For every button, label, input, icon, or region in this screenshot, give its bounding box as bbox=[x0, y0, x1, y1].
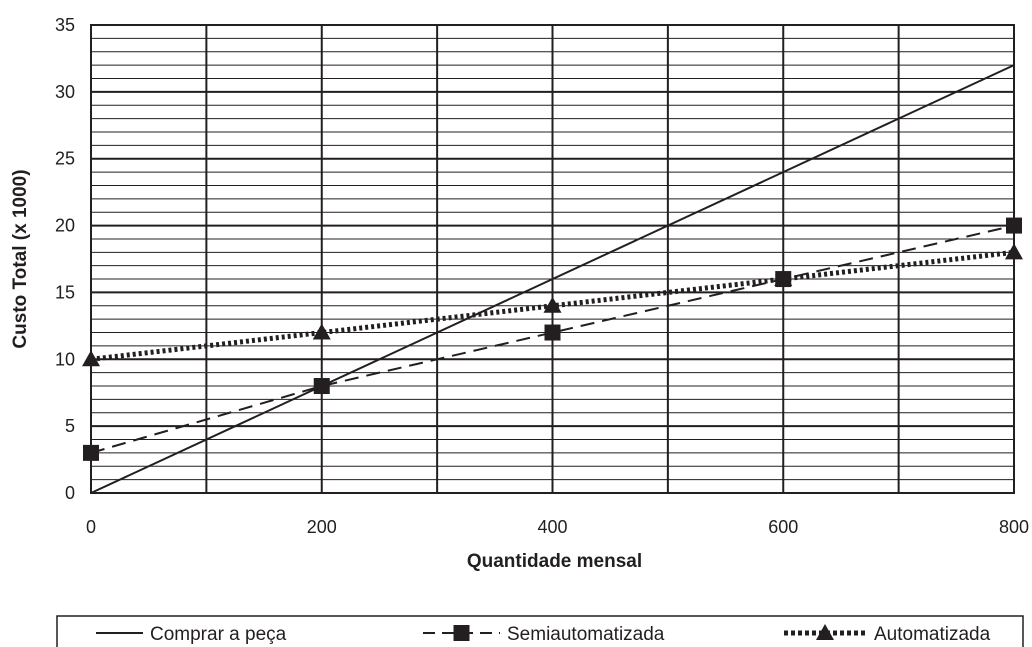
legend-item: Comprar a peça bbox=[96, 624, 287, 645]
x-tick-label: 800 bbox=[999, 517, 1029, 537]
y-tick-label: 10 bbox=[55, 349, 75, 369]
data-point bbox=[83, 444, 99, 461]
legend: Comprar a peça Semiautomatizada Automatiza… bbox=[56, 615, 1024, 647]
data-point bbox=[1005, 243, 1023, 260]
x-axis-title: Quantidade mensal bbox=[467, 551, 642, 572]
data-point bbox=[1006, 217, 1022, 234]
data-point bbox=[82, 350, 100, 367]
y-tick-label: 15 bbox=[55, 282, 75, 302]
y-axis-title: Custo Total (x 1000) bbox=[10, 169, 31, 348]
x-tick-label: 0 bbox=[86, 517, 96, 537]
series-1 bbox=[90, 64, 1015, 494]
legend-box bbox=[56, 615, 1024, 647]
legend-marker bbox=[453, 625, 470, 641]
y-tick-label: 30 bbox=[55, 82, 75, 102]
legend-label: Semiautomatizada bbox=[507, 624, 665, 645]
x-tick-label: 400 bbox=[537, 517, 567, 537]
series-group bbox=[82, 64, 1023, 494]
legend-marker bbox=[816, 624, 834, 640]
y-tick-label: 35 bbox=[55, 15, 75, 35]
y-tick-label: 25 bbox=[55, 149, 75, 169]
data-point bbox=[313, 378, 330, 395]
series-line bbox=[90, 224, 1015, 454]
series-line bbox=[90, 64, 1015, 494]
legend-label: Comprar a peça bbox=[150, 624, 287, 645]
series-3 bbox=[82, 243, 1023, 367]
tick-labels: 0 5 10 15 20 25 30 35 0 200 400 600 800 bbox=[55, 15, 1029, 537]
data-point bbox=[774, 270, 793, 287]
y-tick-label: 20 bbox=[55, 216, 75, 236]
legend-item: Automatizada bbox=[784, 624, 991, 645]
data-point bbox=[544, 324, 561, 341]
y-tick-label: 0 bbox=[65, 483, 75, 503]
grid bbox=[90, 24, 1015, 494]
legend-label: Automatizada bbox=[874, 624, 991, 645]
x-tick-label: 200 bbox=[307, 517, 337, 537]
y-tick-label: 5 bbox=[65, 416, 75, 436]
legend-item: Semiautomatizada bbox=[423, 624, 665, 645]
data-point bbox=[312, 323, 331, 340]
series-2 bbox=[83, 217, 1022, 461]
data-point bbox=[543, 296, 562, 313]
x-tick-label: 600 bbox=[768, 517, 798, 537]
